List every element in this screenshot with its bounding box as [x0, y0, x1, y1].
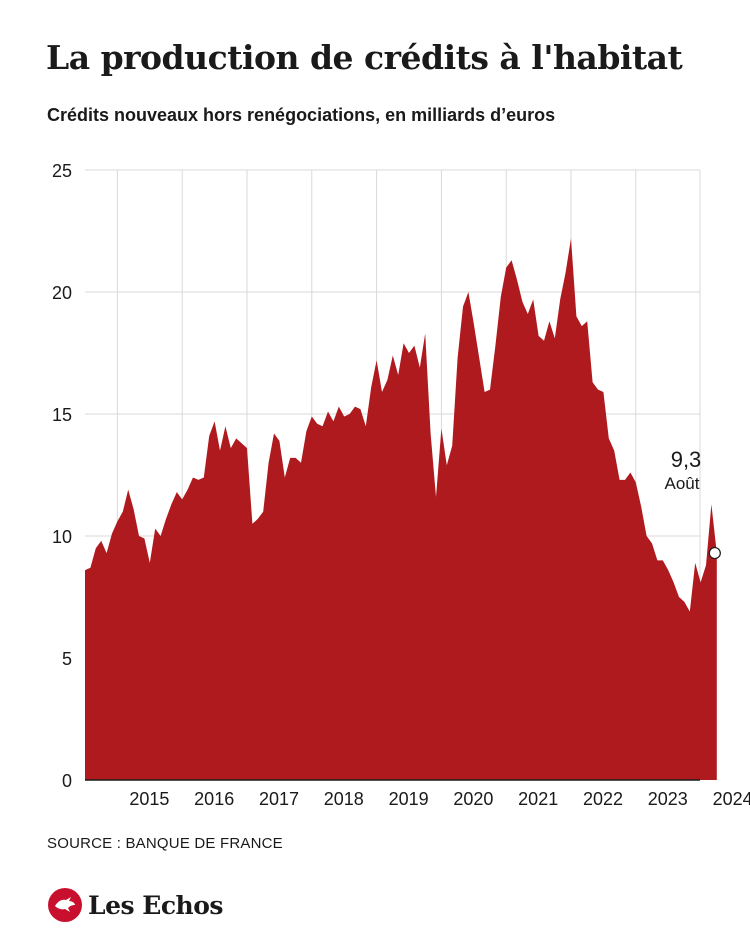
- y-tick-label: 5: [62, 649, 72, 669]
- y-tick-label: 10: [52, 527, 72, 547]
- area-series: [85, 238, 717, 780]
- annotation-label: Août: [665, 474, 700, 493]
- x-axis: 2015 2016 2017 2018 2019 2020 2021 2022 2023 2024: [85, 779, 750, 809]
- x-tick-label: 2015: [129, 789, 169, 809]
- y-tick-label: 15: [52, 405, 72, 425]
- x-tick-label: 2024: [713, 789, 750, 809]
- les-echos-logo-icon: [48, 888, 82, 922]
- x-tick-label: 2023: [648, 789, 688, 809]
- y-tick-label: 0: [62, 771, 72, 791]
- last-point-marker: [708, 546, 721, 560]
- annotation-value: 9,3: [671, 447, 702, 472]
- x-tick-label: 2018: [324, 789, 364, 809]
- y-tick-label: 25: [52, 161, 72, 181]
- x-tick-label: 2016: [194, 789, 234, 809]
- source-note: SOURCE : BANQUE DE FRANCE: [47, 835, 283, 852]
- x-tick-label: 2017: [259, 789, 299, 809]
- annotation: 9,3 Août: [665, 447, 721, 560]
- x-tick-label: 2020: [453, 789, 493, 809]
- chart-subtitle: Crédits nouveaux hors renégociations, en…: [47, 105, 556, 125]
- y-axis: 0 5 10 15 20 25: [52, 161, 72, 791]
- les-echos-logo-text: Les Echos: [88, 890, 223, 920]
- les-echos-logo[interactable]: Les Echos: [48, 888, 223, 922]
- area-layer: [85, 238, 717, 780]
- x-tick-label: 2022: [583, 789, 623, 809]
- area-chart: 2015 2016 2017 2018 2019 2020 2021 2022 2023 2024…: [52, 161, 750, 809]
- x-tick-label: 2021: [518, 789, 558, 809]
- y-tick-label: 20: [52, 283, 72, 303]
- x-tick-label: 2019: [389, 789, 429, 809]
- chart-title: La production de crédits à l'habitat: [46, 38, 683, 77]
